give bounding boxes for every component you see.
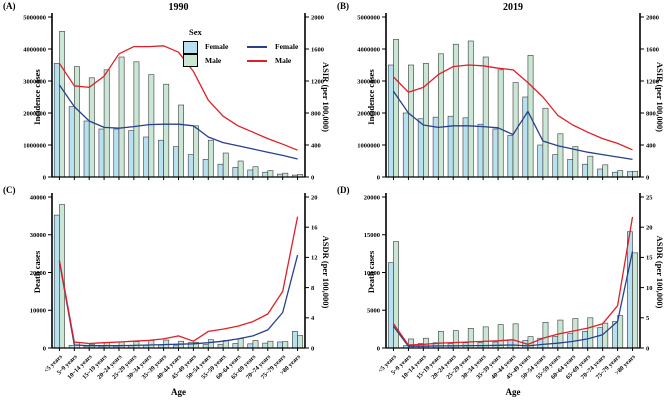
panel-b-title: 2019: [503, 2, 523, 13]
svg-text:12: 12: [311, 255, 318, 262]
svg-text:2000000: 2000000: [357, 110, 380, 117]
svg-text:8: 8: [311, 285, 315, 292]
svg-text:3000000: 3000000: [357, 78, 380, 85]
svg-text:2000000: 2000000: [23, 110, 46, 117]
svg-text:5000000: 5000000: [23, 14, 46, 21]
svg-text:40000: 40000: [30, 194, 46, 201]
svg-text:800: 800: [646, 110, 656, 117]
svg-text:2000: 2000: [311, 14, 324, 21]
svg-text:20: 20: [646, 225, 653, 232]
svg-text:0: 0: [646, 345, 649, 352]
svg-text:0: 0: [311, 345, 314, 352]
legend-male-line-label: Male: [275, 56, 292, 65]
panel-c-xaxis-label: Age: [171, 387, 186, 397]
svg-text:20: 20: [311, 194, 318, 201]
male-line-swatch-icon: [247, 60, 267, 62]
legend-female-line-label: Female: [275, 42, 299, 51]
svg-text:16: 16: [311, 225, 318, 232]
svg-text:5000: 5000: [367, 308, 380, 315]
panel-a-chart: 0 1000000 2000000 3000000 4000000 5000000 0 400…: [23, 13, 324, 181]
svg-text:0: 0: [43, 345, 46, 352]
svg-text:4: 4: [311, 315, 315, 322]
svg-text:5000000: 5000000: [357, 14, 380, 21]
svg-text:0: 0: [43, 174, 46, 181]
svg-text:2000: 2000: [646, 14, 659, 21]
svg-text:0: 0: [377, 345, 380, 352]
panel-d-label: (D): [337, 185, 350, 195]
female-bar-swatch-icon: [183, 40, 198, 54]
svg-text:10000: 10000: [364, 270, 380, 277]
svg-text:0: 0: [377, 174, 380, 181]
svg-text:1000000: 1000000: [23, 142, 46, 149]
svg-text:3000000: 3000000: [23, 78, 46, 85]
panel-b-chart: 0 1000000 2000000 3000000 4000000 5000000 0 400…: [357, 13, 659, 181]
svg-text:15: 15: [646, 255, 653, 262]
svg-text:15000: 15000: [364, 232, 380, 239]
svg-text:400: 400: [646, 142, 656, 149]
svg-text:1600: 1600: [311, 46, 324, 53]
svg-text:30000: 30000: [30, 232, 46, 239]
legend: Sex Female Female Male Male: [183, 27, 298, 68]
svg-text:20000: 20000: [364, 194, 380, 201]
svg-text:4000000: 4000000: [357, 46, 380, 53]
legend-female-bar-label: Female: [205, 42, 229, 51]
legend-grid: Female Female Male Male: [183, 40, 298, 68]
panel-d-xaxis-label: Age: [505, 387, 521, 397]
svg-text:4000000: 4000000: [23, 46, 46, 53]
panel-c-label: (C): [3, 185, 16, 195]
panel-a-title: 1990: [168, 2, 189, 13]
svg-text:1600: 1600: [646, 46, 659, 53]
svg-text:400: 400: [311, 142, 321, 149]
svg-text:1200: 1200: [311, 78, 324, 85]
svg-text:1200: 1200: [646, 78, 659, 85]
panel-a-label: (A): [3, 1, 16, 11]
male-bar-swatch-icon: [183, 54, 198, 67]
female-line-swatch-icon: [247, 46, 267, 48]
svg-text:1000000: 1000000: [357, 142, 380, 149]
svg-text:0: 0: [646, 174, 649, 181]
svg-text:0: 0: [311, 174, 314, 181]
panel-b-label: (B): [337, 1, 349, 11]
svg-text:20000: 20000: [30, 270, 46, 277]
svg-text:5: 5: [646, 315, 650, 322]
legend-title: Sex: [189, 27, 202, 37]
svg-text:10000: 10000: [30, 308, 46, 315]
legend-male-bar-label: Male: [205, 56, 222, 65]
svg-text:800: 800: [311, 110, 321, 117]
svg-text:10: 10: [646, 285, 653, 292]
svg-text:25: 25: [646, 194, 653, 201]
